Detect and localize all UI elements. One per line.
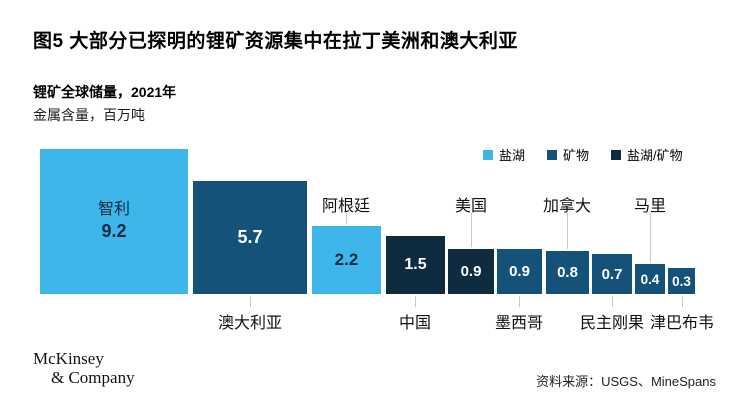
bar-china: 1.5: [386, 236, 445, 294]
bar-value-canada: 0.8: [557, 264, 578, 281]
mckinsey-logo: McKinsey & Company: [33, 349, 135, 387]
country-label-argentina: 阿根廷: [321, 198, 371, 215]
country-label-drc: 民主刚果: [579, 315, 645, 332]
country-label-mali: 马里: [633, 198, 667, 215]
label-connector-zimbabwe: [682, 296, 683, 307]
bar-value-china: 1.5: [404, 256, 427, 273]
bar-canada: 0.8: [546, 251, 589, 294]
bar-value-chile: 9.2: [101, 221, 127, 242]
legend-item-salt-lake-mineral: 盐湖/矿物: [611, 145, 683, 164]
bar-mali: 0.4: [635, 264, 665, 294]
bar-united-states: 0.9: [448, 249, 494, 294]
bar-value-drc: 0.7: [601, 265, 623, 283]
bar-zimbabwe: 0.3: [668, 268, 695, 294]
country-label-mexico: 墨西哥: [494, 315, 544, 332]
country-label-canada: 加拿大: [542, 198, 592, 215]
label-connector-china: [415, 296, 416, 307]
country-label-zimbabwe: 津巴布韦: [649, 315, 715, 332]
label-connector-mexico: [519, 296, 520, 307]
bar-value-mali: 0.4: [640, 271, 660, 287]
bar-drc: 0.7: [592, 254, 632, 294]
legend-item-salt-lake: 盐湖: [483, 145, 525, 164]
mckinsey-logo-line1: McKinsey: [33, 349, 104, 368]
legend: 盐湖 矿物 盐湖/矿物: [483, 145, 683, 164]
source-note: 资料来源：USGS、MineSpans: [536, 374, 716, 389]
label-connector-drc: [612, 296, 613, 307]
bar-chile-inner-label: 智利 9.2: [98, 200, 130, 243]
bar-value-united-states: 0.9: [460, 263, 482, 280]
legend-label-mineral: 矿物: [563, 148, 590, 163]
bar-mexico: 0.9: [497, 249, 542, 294]
bar-value-zimbabwe: 0.3: [672, 273, 691, 289]
chart-unit-label: 金属含量，百万吨: [33, 107, 145, 123]
legend-swatch-mineral-icon: [547, 149, 558, 160]
chart-subtitle: 锂矿全球储量，2021年: [33, 84, 177, 100]
legend-swatch-salt-lake-icon: [483, 149, 493, 160]
label-connector-mali: [650, 213, 651, 262]
label-connector-united-states: [471, 213, 472, 247]
legend-label-salt-lake-mineral: 盐湖/矿物: [627, 148, 683, 163]
bar-value-mexico: 0.9: [509, 263, 530, 280]
bar-value-australia: 5.7: [237, 227, 263, 247]
country-label-chile: 智利: [97, 201, 130, 219]
bar-australia: 5.7: [193, 181, 307, 294]
country-label-china: 中国: [398, 315, 432, 332]
bar-chile: 智利 9.2: [40, 149, 188, 294]
bar-argentina: 2.2: [312, 226, 381, 294]
page-title: 图5 大部分已探明的锂矿资源集中在拉丁美洲和澳大利亚: [33, 31, 518, 52]
label-connector-canada: [567, 213, 568, 249]
label-connector-australia: [250, 296, 251, 307]
legend-swatch-salt-lake-mineral-icon: [611, 149, 622, 160]
country-label-united-states: 美国: [454, 198, 488, 215]
country-label-australia: 澳大利亚: [217, 315, 283, 332]
legend-label-salt-lake: 盐湖: [499, 148, 526, 163]
legend-item-mineral: 矿物: [547, 145, 589, 164]
label-connector-argentina: [346, 213, 347, 224]
mckinsey-logo-line2: & Company: [51, 368, 135, 387]
bar-value-argentina: 2.2: [334, 250, 359, 269]
